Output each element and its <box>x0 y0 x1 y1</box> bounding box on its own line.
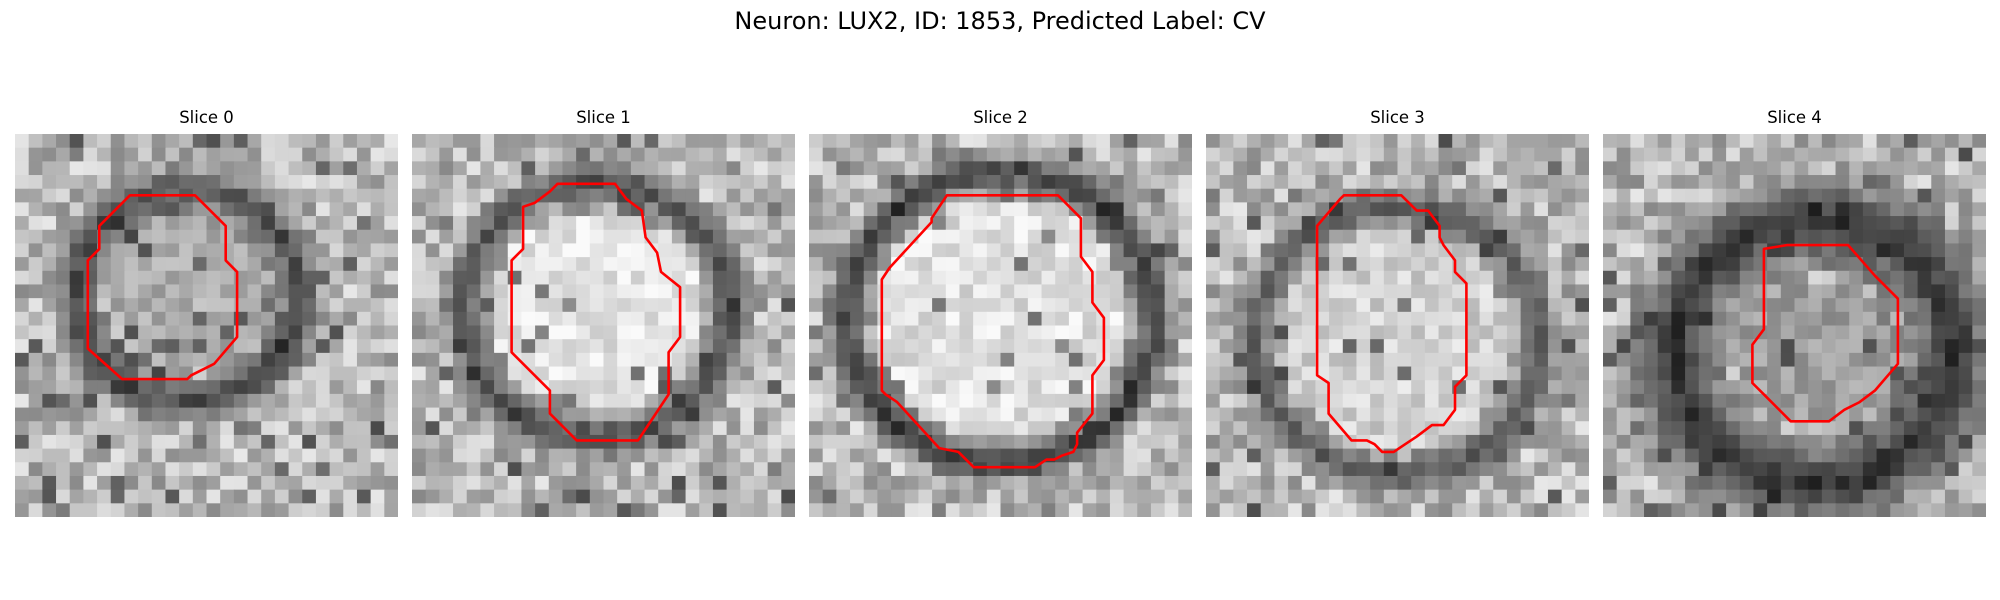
segmentation-outline <box>880 193 1106 469</box>
slice-title: Slice 3 <box>1370 108 1425 127</box>
slice-title: Slice 0 <box>179 108 234 127</box>
slice-title: Slice 4 <box>1767 108 1822 127</box>
pixel-grid <box>412 134 795 517</box>
slice-image-4 <box>1603 134 1986 517</box>
slice-title: Slice 1 <box>576 108 631 127</box>
slice-image-2 <box>809 134 1192 517</box>
pixel-grid <box>809 134 1192 517</box>
segmentation-outline <box>1751 243 1900 423</box>
slice-title: Slice 2 <box>973 108 1028 127</box>
segmentation-outline <box>510 182 682 442</box>
segmentation-outline <box>86 193 239 381</box>
figure-title: Neuron: LUX2, ID: 1853, Predicted Label:… <box>734 7 1266 35</box>
segmentation-outline <box>1315 193 1468 454</box>
slice-image-0 <box>15 134 398 517</box>
slice-image-1 <box>412 134 795 517</box>
pixel-grid <box>1603 134 1986 517</box>
pixel-grid <box>1206 134 1589 517</box>
pixel-grid <box>15 134 398 517</box>
slice-image-3 <box>1206 134 1589 517</box>
